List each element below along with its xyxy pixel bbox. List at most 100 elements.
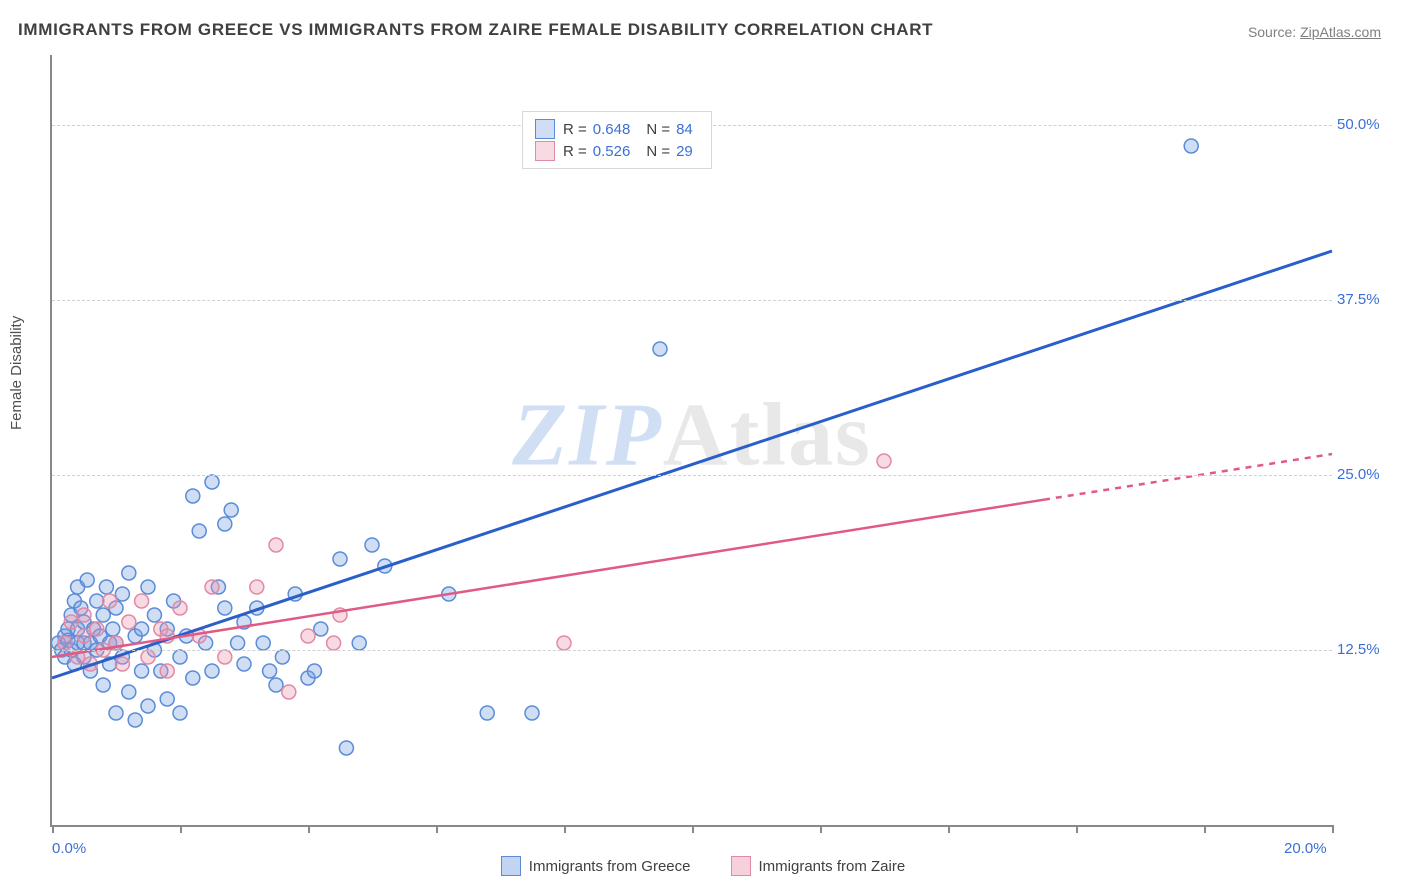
legend-swatch: [731, 856, 751, 876]
data-point: [282, 685, 296, 699]
legend-series-item: Immigrants from Zaire: [731, 856, 906, 876]
data-point: [256, 636, 270, 650]
x-tick: [180, 825, 182, 833]
legend-correlation-row: R =0.648N =84: [535, 118, 699, 140]
data-point: [205, 475, 219, 489]
legend-series-item: Immigrants from Greece: [501, 856, 691, 876]
x-tick-label: 0.0%: [52, 840, 86, 857]
x-tick: [564, 825, 566, 833]
data-point: [173, 650, 187, 664]
data-point: [263, 664, 277, 678]
source-prefix: Source:: [1248, 24, 1300, 40]
x-tick: [1332, 825, 1334, 833]
data-point: [147, 608, 161, 622]
x-tick: [1076, 825, 1078, 833]
data-point: [327, 636, 341, 650]
data-point: [173, 706, 187, 720]
legend-series-label: Immigrants from Zaire: [759, 858, 906, 875]
data-point: [192, 524, 206, 538]
trend-line: [52, 251, 1332, 678]
data-point: [218, 517, 232, 531]
y-axis-label: Female Disability: [8, 316, 25, 430]
y-tick-label: 37.5%: [1337, 291, 1392, 308]
data-point: [80, 573, 94, 587]
legend-swatch: [535, 141, 555, 161]
data-point: [352, 636, 366, 650]
legend-correlation-row: R = 0.526 N = 29: [535, 140, 699, 162]
y-tick-label: 25.0%: [1337, 466, 1392, 483]
data-point: [141, 699, 155, 713]
trend-line-extrapolated: [1044, 454, 1332, 500]
data-point: [109, 706, 123, 720]
chart-title: IMMIGRANTS FROM GREECE VS IMMIGRANTS FRO…: [18, 20, 933, 40]
data-point: [1184, 139, 1198, 153]
data-point: [135, 664, 149, 678]
trend-line: [52, 500, 1044, 657]
legend-swatch: [501, 856, 521, 876]
data-point: [877, 454, 891, 468]
data-point: [250, 580, 264, 594]
data-point: [96, 678, 110, 692]
x-tick: [948, 825, 950, 833]
chart-container: IMMIGRANTS FROM GREECE VS IMMIGRANTS FRO…: [0, 0, 1406, 892]
data-point: [653, 342, 667, 356]
data-point: [557, 636, 571, 650]
legend-n-label: N =: [646, 121, 670, 138]
data-point: [96, 608, 110, 622]
x-tick: [52, 825, 54, 833]
data-point: [218, 601, 232, 615]
data-point: [186, 671, 200, 685]
data-point: [224, 503, 238, 517]
data-point: [269, 678, 283, 692]
gridline-h: [52, 650, 1332, 651]
legend-r-label: R =: [563, 143, 587, 160]
data-point: [141, 580, 155, 594]
data-point: [173, 601, 187, 615]
data-point: [77, 629, 91, 643]
data-point: [301, 629, 315, 643]
data-point: [237, 657, 251, 671]
y-tick-label: 12.5%: [1337, 641, 1392, 658]
legend-correlation: R =0.648N =84R =0.526N =29: [522, 111, 712, 169]
legend-swatch: [535, 119, 555, 139]
legend-r-value: 0.526: [593, 143, 631, 160]
data-point: [103, 594, 117, 608]
data-point: [77, 608, 91, 622]
data-point: [128, 713, 142, 727]
data-point: [231, 636, 245, 650]
data-point: [122, 615, 136, 629]
data-point: [106, 622, 120, 636]
data-point: [333, 552, 347, 566]
gridline-h: [52, 475, 1332, 476]
data-point: [186, 489, 200, 503]
data-point: [205, 664, 219, 678]
data-point: [122, 566, 136, 580]
legend-n-label: N =: [646, 143, 670, 160]
x-tick: [1204, 825, 1206, 833]
data-point: [90, 594, 104, 608]
data-point: [64, 615, 78, 629]
x-tick: [308, 825, 310, 833]
data-point: [58, 636, 72, 650]
source-link[interactable]: ZipAtlas.com: [1300, 24, 1381, 40]
data-point: [135, 622, 149, 636]
data-point: [480, 706, 494, 720]
x-tick: [692, 825, 694, 833]
data-point: [275, 650, 289, 664]
legend-n-value: 29: [676, 143, 693, 160]
data-point: [160, 664, 174, 678]
legend-n-value: 84: [676, 121, 693, 138]
data-point: [135, 594, 149, 608]
gridline-h: [52, 300, 1332, 301]
x-tick: [820, 825, 822, 833]
plot-area: ZIPAtlas R =0.648N =84R =0.526N =29 12.5…: [50, 55, 1332, 827]
data-point: [141, 650, 155, 664]
legend-series-label: Immigrants from Greece: [529, 858, 691, 875]
data-point: [122, 685, 136, 699]
data-point: [339, 741, 353, 755]
x-tick: [436, 825, 438, 833]
data-point: [205, 580, 219, 594]
data-point: [307, 664, 321, 678]
data-point: [90, 622, 104, 636]
legend-series: Immigrants from Greece Immigrants from Za…: [0, 856, 1406, 880]
